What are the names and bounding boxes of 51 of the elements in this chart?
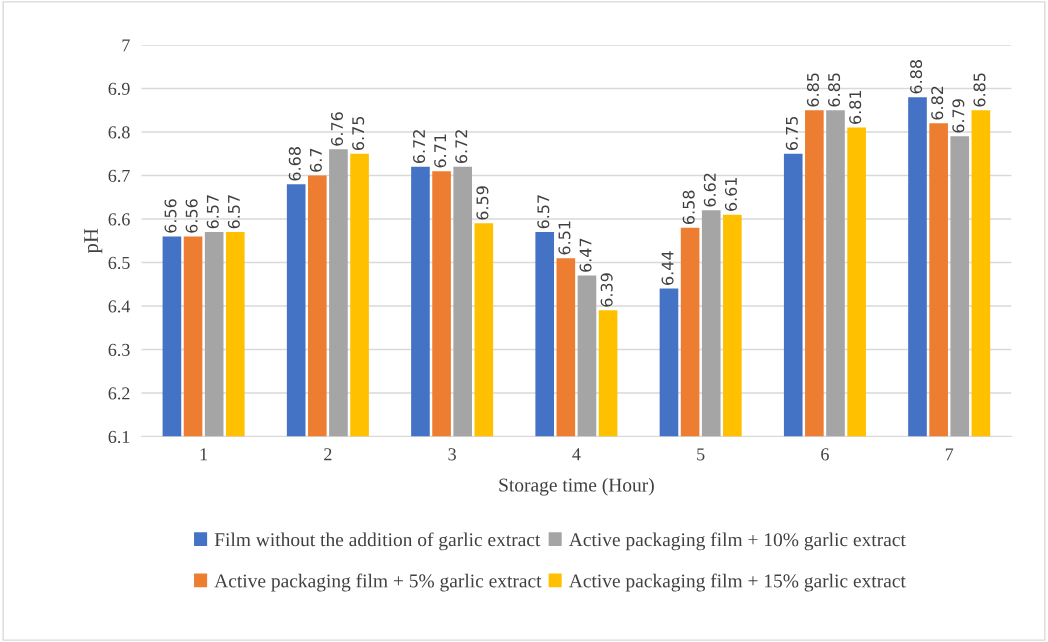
data-label: 6.44	[661, 251, 674, 285]
y-tick-label: 6.4	[108, 300, 131, 313]
data-label: 6.76	[330, 112, 344, 146]
y-tick-label: 6.5	[108, 256, 130, 270]
data-label: 6.59	[476, 186, 489, 220]
data-label: 6.85	[828, 73, 841, 107]
data-label: 6.75	[352, 116, 365, 150]
x-tick-label: 5	[697, 448, 705, 461]
data-label: 6.68	[288, 147, 301, 181]
data-label: 6.57	[537, 195, 550, 229]
data-label: 6.51	[558, 221, 571, 255]
data-label: 6.85	[973, 73, 986, 107]
y-tick-label: 6.1	[108, 430, 130, 444]
x-tick-label: 4	[572, 448, 581, 461]
y-tick-label: 7	[122, 39, 130, 52]
legend-label: Active packaging film + 10% garlic extract	[568, 532, 906, 551]
data-label: 6.75	[785, 116, 798, 150]
data-label: 6.57	[227, 195, 240, 229]
data-label: 6.79	[952, 99, 965, 133]
data-label: 6.85	[806, 73, 819, 107]
y-tick-label: 6.6	[108, 213, 130, 226]
data-label: 6.7	[309, 148, 322, 172]
data-label: 6.39	[600, 273, 613, 307]
x-tick-label: 7	[945, 448, 954, 461]
x-axis-title: Storage time (Hour)	[499, 477, 654, 496]
legend-label: Active packaging film + 15% garlic extract	[568, 573, 906, 592]
data-label: 6.62	[703, 173, 716, 207]
data-label: 6.72	[413, 130, 426, 164]
data-label: 6.56	[185, 199, 198, 233]
data-label: 6.58	[682, 190, 695, 224]
data-label: 6.88	[910, 60, 923, 94]
y-tick-label: 6.2	[108, 387, 130, 400]
data-label: 6.81	[849, 90, 862, 124]
y-axis-title: pH	[84, 228, 103, 254]
data-label: 6.82	[931, 86, 944, 120]
data-label: 6.61	[724, 177, 737, 211]
legend-label: Film without the addition of garlic extract	[214, 532, 541, 551]
data-label: 6.47	[579, 238, 592, 272]
x-tick-label: 2	[324, 448, 332, 461]
x-tick-label: 6	[821, 448, 829, 461]
data-label: 6.56	[164, 199, 177, 233]
y-tick-label: 6.8	[108, 126, 130, 139]
legend-label: Active packaging film + 5% garlic extract	[214, 573, 542, 592]
data-label: 6.72	[455, 130, 468, 164]
data-label: 6.57	[206, 195, 219, 229]
x-tick-label: 1	[200, 448, 208, 461]
y-tick-label: 6.3	[108, 343, 130, 357]
data-label: 6.71	[434, 134, 447, 168]
x-tick-label: 3	[448, 448, 456, 461]
y-tick-label: 6.7	[108, 169, 130, 182]
y-tick-label: 6.9	[108, 82, 130, 95]
